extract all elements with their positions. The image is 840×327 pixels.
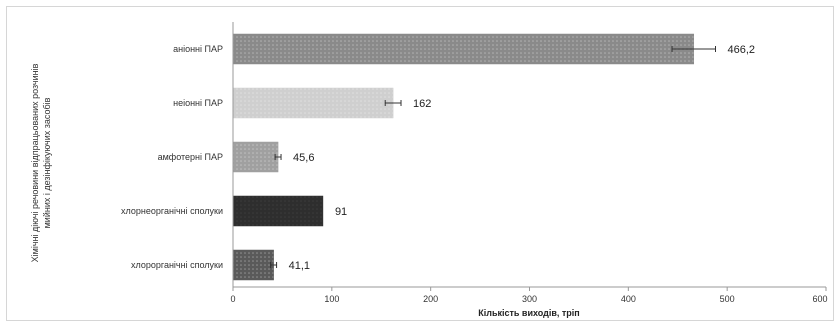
value-label: 41,1 [289,260,310,272]
value-label: 91 [335,206,347,218]
x-tick-label: 500 [720,294,735,304]
x-tick-label: 100 [324,294,339,304]
value-label: 45,6 [293,152,314,164]
bar [232,141,279,173]
category-label: хлорорганічні сполуки [131,260,223,270]
bar [232,249,274,281]
y-axis-title-line-1: Хімічні діючі речовини відпрацьованих ро… [30,63,40,262]
category-label: амфотерні ПАР [158,152,223,162]
bar [232,195,324,227]
error-bar [671,46,717,52]
value-label: 162 [413,98,431,110]
bar [232,33,695,65]
x-tick-label: 600 [812,294,827,304]
x-tick-label: 0 [230,294,235,304]
y-axis-title-line-2: мийних і дезінфікуючих засобів [42,97,52,228]
category-labels: аніонні ПАР 466,2 неіонні ПАР 162 амфотерні … [121,44,755,272]
x-axis-title: Кількість виходів, тріп [478,308,580,318]
category-label: неіонні ПАР [173,98,223,108]
value-label: 466,2 [728,44,756,56]
category-label: хлорнеорганічні сполуки [121,206,223,216]
bars-group [232,33,717,281]
error-bar [384,100,402,106]
category-label: аніонні ПАР [173,44,223,54]
y-axis-title: Хімічні діючі речовини відпрацьованих ро… [30,63,52,262]
x-tick-label: 400 [621,294,636,304]
x-tick-label: 300 [522,294,537,304]
x-axis: 0 100 200 300 400 500 600 [230,22,828,304]
bar [232,87,394,119]
error-bar [274,154,282,160]
x-tick-label: 200 [423,294,438,304]
error-bar [270,262,278,268]
